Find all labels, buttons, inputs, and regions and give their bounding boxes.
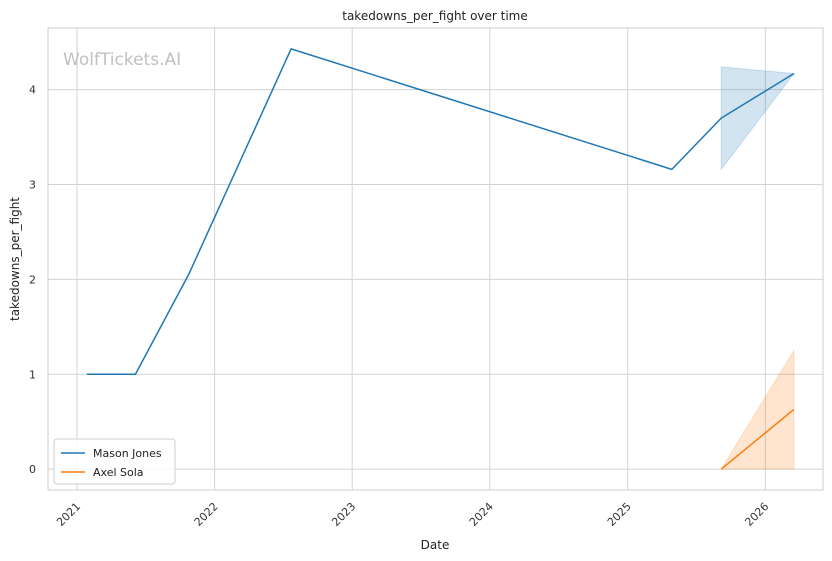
x-axis-label: Date <box>421 538 450 552</box>
y-tick-label: 2 <box>29 273 36 286</box>
y-tick-label: 3 <box>29 179 36 192</box>
chart-title: takedowns_per_fight over time <box>342 9 528 23</box>
watermark: WolfTickets.AI <box>63 50 181 70</box>
y-tick-label: 1 <box>29 368 36 381</box>
series-lines <box>86 48 795 470</box>
x-gridlines <box>76 28 766 490</box>
legend: Mason Jones Axel Sola <box>53 438 176 485</box>
plot-frame <box>47 27 824 491</box>
y-gridlines <box>48 89 823 470</box>
y-tick-label: 4 <box>29 84 36 97</box>
legend-entry: Mason Jones <box>93 447 162 460</box>
series-line <box>86 48 795 376</box>
series-line <box>720 408 795 470</box>
legend-entry: Axel Sola <box>93 466 144 479</box>
y-tick-labels: 0 1 2 3 4 <box>29 84 36 476</box>
y-axis-label: takedowns_per_fight <box>8 197 22 321</box>
y-tick-label: 0 <box>29 463 36 476</box>
